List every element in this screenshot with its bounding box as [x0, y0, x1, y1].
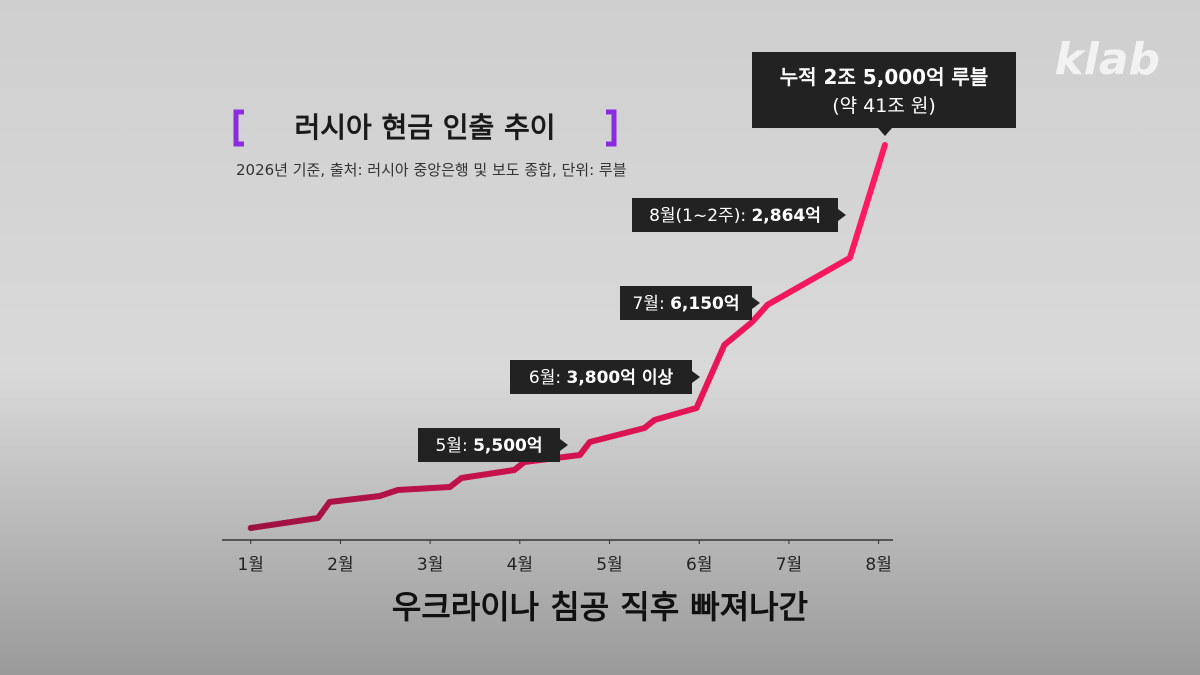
- data-line: [247, 142, 888, 531]
- callout-box: [632, 198, 846, 232]
- callout-label: 8월(1~2주):: [649, 206, 746, 226]
- title-bracket: [606, 109, 617, 147]
- title-bracket: [233, 109, 244, 147]
- callout-value: 6,150억: [670, 294, 739, 314]
- callout-text: 5월: 5,500억: [435, 436, 542, 456]
- x-tick-label: 2월: [327, 555, 353, 575]
- callout-label: 7월:: [632, 294, 664, 314]
- callout: 5월: 5,500억: [418, 428, 568, 462]
- callout: 누적 2조 5,000억 루블 (약 41조 원): [752, 52, 1016, 136]
- chart-title: 러시아 현금 인출 추이: [294, 111, 555, 144]
- caption: 우크라이나 침공 직후 빠져나간: [392, 588, 808, 626]
- callout: 8월(1~2주): 2,864억: [632, 198, 846, 232]
- callout-label: 5월:: [435, 436, 467, 456]
- callout-label: 6월:: [529, 368, 561, 388]
- callout-box: [620, 286, 760, 320]
- callout-text: 6월: 3,800억 이상: [529, 368, 674, 388]
- callout-value: 3,800억 이상: [566, 368, 673, 388]
- callout-box: [418, 428, 568, 462]
- callout: 6월: 3,800억 이상: [510, 360, 700, 394]
- x-tick-label: 6월: [686, 555, 712, 575]
- subtitle: 2026년 기준, 출처: 러시아 중앙은행 및 보도 종합, 단위: 루블: [236, 161, 627, 179]
- x-tick-label: 3월: [417, 555, 443, 575]
- logo: klab: [1054, 34, 1160, 85]
- callout: 7월: 6,150억: [620, 286, 760, 320]
- x-tick-label: 8월: [865, 555, 891, 575]
- callout-box: [510, 360, 700, 394]
- callout-box: [752, 52, 1016, 136]
- callout-label: 누적 2조 5,000억 루블: [780, 65, 988, 89]
- x-tick-label: 4월: [507, 555, 533, 575]
- callout-value: 2,864억: [751, 206, 820, 226]
- callout-text: 7월: 6,150억: [632, 294, 739, 314]
- x-tick-label: 5월: [596, 555, 622, 575]
- x-tick-label: 1월: [237, 555, 263, 575]
- callout-value: 5,500억: [473, 436, 542, 456]
- x-tick-label: 7월: [776, 555, 802, 575]
- callout-text: 8월(1~2주): 2,864억: [649, 206, 821, 226]
- callout-value: (약 41조 원): [832, 95, 936, 117]
